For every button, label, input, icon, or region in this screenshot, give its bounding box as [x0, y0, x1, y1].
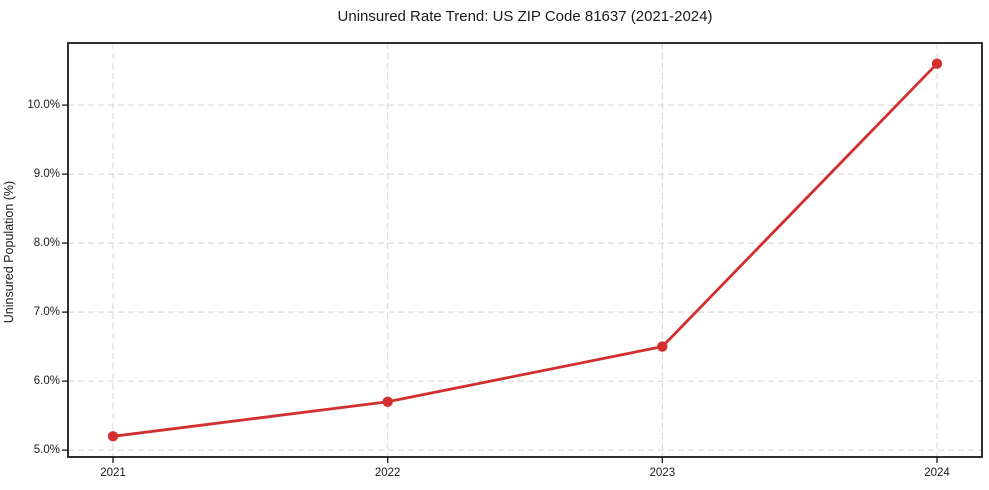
y-tick-label: 9.0% — [33, 168, 60, 181]
y-tick-label: 5.0% — [33, 444, 60, 457]
x-tick-label: 2021 — [100, 467, 126, 479]
x-tick-label: 2022 — [374, 467, 401, 479]
data-point-2024 — [931, 58, 943, 69]
x-tick-label: 2024 — [924, 467, 950, 479]
plot-border — [67, 42, 983, 458]
data-point-2021 — [107, 431, 119, 442]
data-point-2022 — [382, 396, 393, 407]
x-tick-label: 2023 — [649, 467, 676, 479]
y-tick-label: 6.0% — [33, 375, 60, 388]
data-point-2023 — [657, 341, 668, 352]
y-tick-label: 10.0% — [27, 99, 60, 112]
y-tick-label: 8.0% — [33, 237, 60, 250]
chart-title: Uninsured Rate Trend: US ZIP Code 81637 … — [337, 8, 713, 25]
trend-line — [111, 62, 939, 438]
y-tick-label: 7.0% — [33, 306, 60, 319]
y-axis-label-text: Uninsured Population (%) — [2, 180, 16, 324]
